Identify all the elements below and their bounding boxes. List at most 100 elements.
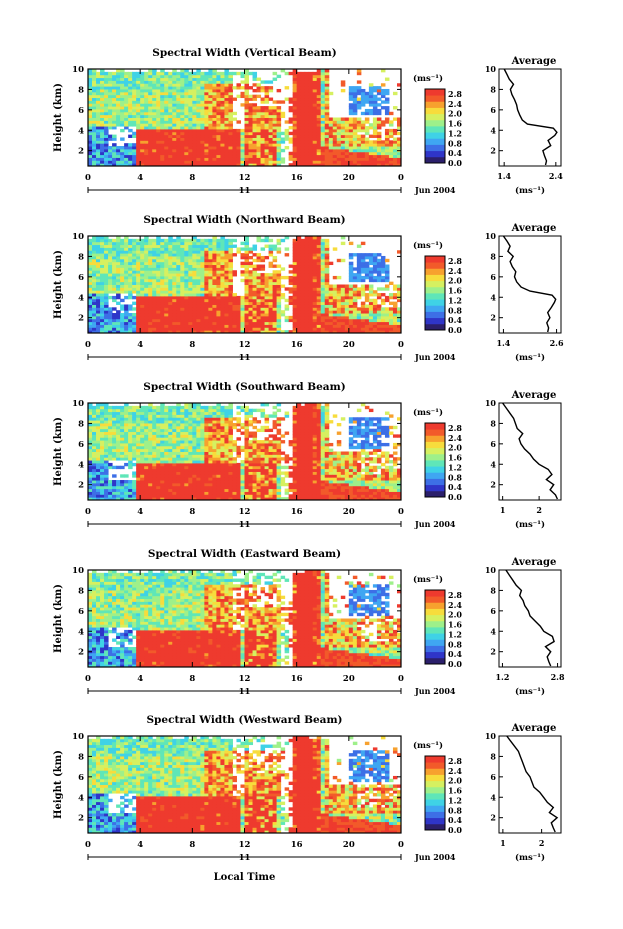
heatmap-cell: [304, 97, 310, 101]
heatmap-cell: [156, 264, 161, 268]
heatmap-cell: [164, 258, 169, 263]
heatmap-cell: [192, 123, 197, 127]
heatmap-cell: [376, 154, 382, 158]
heatmap-cell: [240, 315, 245, 320]
heatmap-cell: [180, 106, 185, 110]
heatmap-cell: [360, 270, 366, 274]
heatmap-cell: [224, 318, 229, 323]
heatmap-cell: [220, 146, 225, 150]
heatmap-cell: [144, 140, 149, 144]
avg-x-tick-label: 1.4: [497, 171, 511, 181]
heatmap-cell: [220, 238, 225, 243]
heatmap-cell: [108, 163, 113, 167]
heatmap-cell: [164, 88, 169, 93]
heatmap-cell: [168, 91, 173, 96]
heatmap-cell: [116, 163, 121, 167]
heatmap-cell: [384, 315, 390, 320]
heatmap-cell: [296, 151, 302, 156]
heatmap-cell: [220, 128, 225, 133]
heatmap-cell: [204, 123, 209, 127]
heatmap-cell: [128, 108, 133, 113]
heatmap-cell: [120, 425, 125, 430]
heatmap-cell: [180, 238, 185, 243]
heatmap-cell: [308, 315, 314, 320]
heatmap-cell: [100, 77, 105, 81]
heatmap-cell: [292, 255, 298, 260]
heatmap-cell: [332, 327, 338, 331]
heatmap-cell: [368, 134, 374, 138]
heatmap-cell: [152, 123, 157, 127]
heatmap-cell: [248, 247, 254, 251]
heatmap-cell: [100, 273, 105, 277]
heatmap-cell: [320, 91, 326, 96]
heatmap-cell: [92, 236, 97, 240]
heatmap-cell: [224, 88, 229, 93]
heatmap-cell: [248, 290, 254, 294]
heatmap-cell: [240, 137, 245, 141]
heatmap-cell: [88, 465, 93, 470]
heatmap-cell: [332, 148, 338, 153]
heatmap-cell: [372, 148, 378, 153]
heatmap-cell: [364, 160, 370, 164]
heatmap-cell: [120, 434, 125, 438]
heatmap-cell: [328, 131, 334, 136]
heatmap-cell: [300, 131, 306, 136]
heatmap-cell: [336, 128, 342, 133]
heatmap-cell: [300, 321, 306, 325]
heatmap-cell: [348, 241, 354, 246]
heatmap-cell: [332, 287, 338, 291]
heatmap-cell: [224, 273, 229, 277]
heatmap-cell: [344, 313, 350, 317]
heatmap-cell: [300, 157, 306, 161]
heatmap-cell: [292, 140, 298, 144]
heatmap-cell: [140, 143, 145, 147]
heatmap-cell: [216, 261, 221, 266]
heatmap-cell: [396, 298, 402, 303]
heatmap-cell: [220, 247, 225, 251]
heatmap-cell: [344, 290, 350, 294]
heatmap-cell: [260, 281, 266, 285]
heatmap-cell: [116, 148, 121, 153]
heatmap-cell: [144, 485, 149, 490]
heatmap-cell: [340, 258, 346, 263]
heatmap-cell: [228, 148, 233, 153]
heatmap-cell: [152, 290, 157, 294]
heatmap-cell: [132, 255, 137, 260]
heatmap-cell: [312, 298, 318, 303]
heatmap-cell: [172, 114, 177, 118]
heatmap-cell: [200, 77, 205, 81]
heatmap-cell: [336, 275, 342, 280]
heatmap-cell: [88, 437, 93, 441]
heatmap-cell: [300, 315, 306, 320]
avg-y-tick-label: 10: [485, 64, 497, 74]
heatmap-cell: [376, 151, 382, 156]
heatmap-cell: [176, 253, 181, 257]
heatmap-cell: [320, 241, 326, 246]
heatmap-cell: [392, 128, 398, 133]
heatmap-cell: [268, 111, 274, 116]
heatmap-cell: [136, 485, 141, 490]
heatmap-cell: [88, 293, 93, 297]
heatmap-cell: [132, 462, 137, 467]
heatmap-cell: [228, 258, 233, 263]
y-tick-label: 6: [78, 273, 84, 283]
heatmap-cell: [144, 460, 149, 464]
heatmap-cell: [112, 88, 117, 93]
heatmap-cell: [376, 120, 382, 124]
heatmap-cell: [136, 114, 141, 118]
heatmap-cell: [292, 307, 298, 311]
heatmap-cell: [304, 236, 310, 240]
heatmap-cell: [312, 148, 318, 153]
heatmap-cell: [348, 91, 354, 96]
heatmap-cell: [108, 422, 113, 427]
heatmap-cell: [88, 100, 93, 104]
heatmap-cell: [256, 160, 262, 164]
heatmap-cell: [164, 117, 169, 121]
heatmap-cell: [136, 460, 141, 464]
heatmap-cell: [220, 108, 225, 113]
heatmap-cell: [116, 255, 121, 260]
heatmap-cell: [200, 261, 205, 266]
heatmap-cell: [328, 148, 334, 153]
heatmap-cell: [176, 97, 181, 101]
heatmap-cell: [188, 123, 193, 127]
